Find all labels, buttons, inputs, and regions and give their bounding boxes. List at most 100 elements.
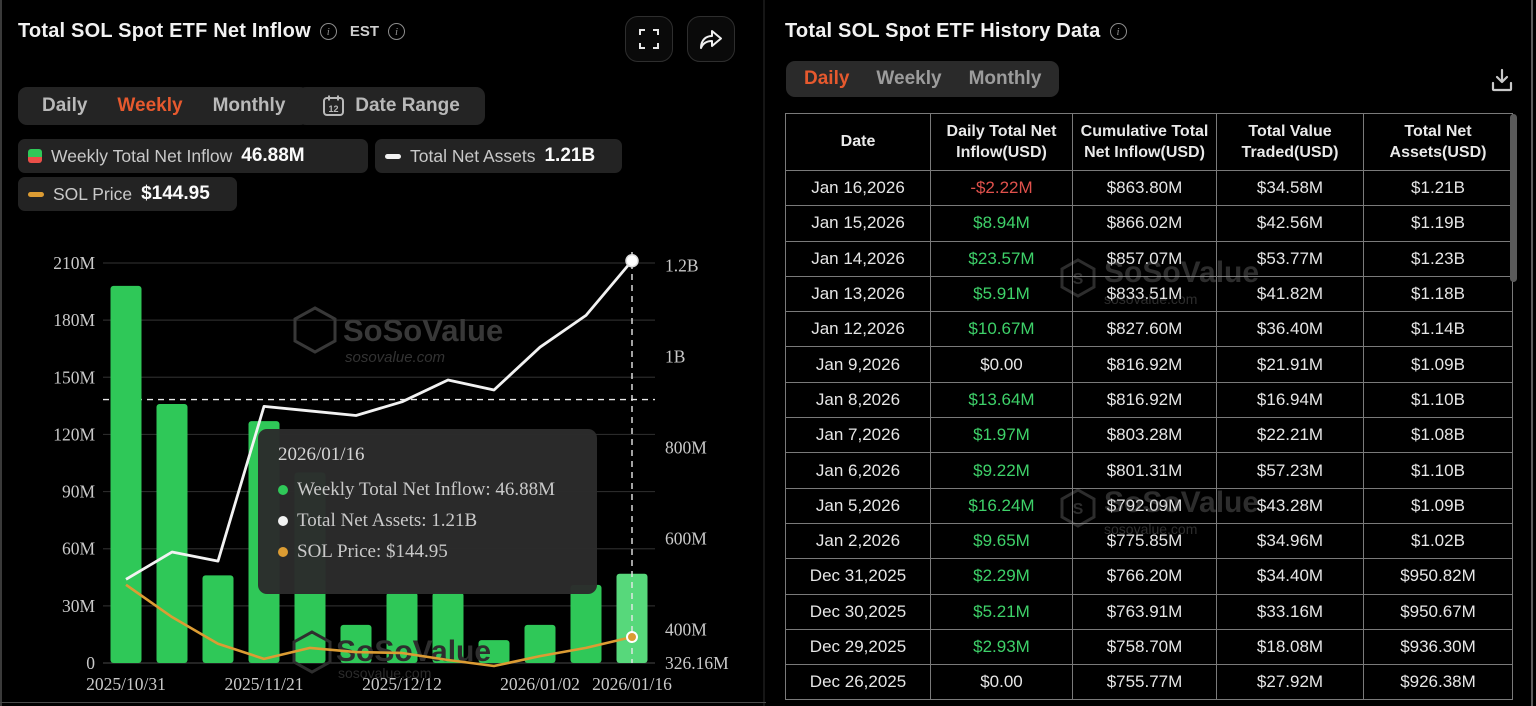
sosovalue-watermark-url: sosovalue.com: [345, 349, 445, 366]
date-cell: Jan 16,2026: [785, 169, 931, 207]
daily-inflow-cell: $23.57M: [930, 240, 1073, 277]
chart-period-tabs: Daily Weekly Monthly: [18, 87, 310, 125]
x-axis-tick: 2026/01/02: [500, 674, 580, 694]
left-axis-tick: 120M: [53, 424, 95, 444]
left-axis-tick: 0: [86, 653, 95, 673]
tooltip-rows: Weekly Total Net Inflow: 46.88M Total Net…: [278, 479, 577, 563]
legend-chip-sol-price[interactable]: SOL Price $144.95: [18, 177, 237, 211]
inflow-bar[interactable]: [202, 575, 234, 663]
date-cell: Jan 13,2026: [785, 275, 931, 313]
date-range-button[interactable]: 12 Date Range: [297, 87, 485, 125]
inflow-bar[interactable]: [156, 403, 188, 663]
cumulative-inflow-cell: $792.09M: [1072, 487, 1217, 524]
inflow-bar[interactable]: [570, 584, 602, 663]
tooltip-date: 2026/01/16: [278, 444, 365, 465]
sosovalue-logo-icon: [293, 306, 337, 354]
net-assets-cell: $950.82M: [1363, 558, 1513, 595]
tab-daily[interactable]: Daily: [42, 95, 88, 116]
daily-inflow-cell: $13.64M: [930, 381, 1073, 419]
net-assets-cell: $950.67M: [1363, 593, 1513, 630]
right-axis-tick: 1B: [665, 346, 685, 366]
value-traded-cell: $16.94M: [1216, 381, 1364, 419]
value-traded-cell: $34.40M: [1216, 558, 1364, 595]
value-traded-cell: $22.21M: [1216, 417, 1364, 454]
net-assets-line[interactable]: [125, 259, 634, 581]
left-axis-tick: 90M: [62, 482, 96, 502]
history-table-header: Date Daily Total Net Inflow(USD) Cumulativ…: [785, 113, 1513, 171]
date-cell: Jan 8,2026: [785, 381, 931, 419]
net-assets-cell: $926.38M: [1363, 664, 1513, 701]
table-row: Jan 14,2026 $23.57M $857.07M $53.77M $1.23B: [785, 240, 1513, 277]
history-data-panel: Total SOL Spot ETF History Data i Daily …: [768, 0, 1536, 706]
history-tab-weekly[interactable]: Weekly: [876, 68, 942, 89]
table-scrollbar[interactable]: [1510, 114, 1517, 282]
chart-info-icon[interactable]: i: [319, 23, 337, 40]
history-table-body: Jan 16,2026 -$2.22M $863.80M $34.58M $1.21B J…: [785, 169, 1513, 701]
legend-chip-net-assets[interactable]: Total Net Assets 1.21B: [375, 139, 622, 173]
net-assets-cell: $1.14B: [1363, 311, 1513, 348]
daily-inflow-cell: $5.91M: [930, 275, 1073, 313]
cumulative-inflow-cell: $827.60M: [1072, 311, 1217, 348]
cumulative-inflow-cell: $763.91M: [1072, 593, 1217, 630]
net-inflow-combo-chart[interactable]: 210M 180M 150M 120M 90M 60M 30M 0 1.2B 1B 800M 600M…: [0, 0, 763, 706]
value-traded-cell: $53.77M: [1216, 240, 1364, 277]
daily-inflow-cell: $5.21M: [930, 593, 1073, 630]
left-axis-tick: 180M: [53, 310, 95, 330]
page-right-border: [1531, 0, 1533, 706]
legend-chip-weekly-inflow[interactable]: Weekly Total Net Inflow 46.88M: [18, 139, 368, 173]
net-assets-marker[interactable]: [625, 253, 639, 268]
daily-inflow-cell: $16.24M: [930, 487, 1073, 524]
tab-weekly[interactable]: Weekly: [117, 95, 183, 116]
value-traded-cell: $27.92M: [1216, 664, 1364, 701]
history-panel-title: Total SOL Spot ETF History Data: [785, 20, 1101, 42]
table-row: Dec 31,2025 $2.29M $766.20M $34.40M $950.82M: [785, 558, 1513, 595]
tooltip-series-dot: [278, 516, 288, 526]
table-row: Jan 2,2026 $9.65M $775.85M $34.96M $1.02B: [785, 522, 1513, 560]
cumulative-inflow-cell: $816.92M: [1072, 346, 1217, 383]
net-assets-cell: $1.10B: [1363, 381, 1513, 419]
date-range-label: Date Range: [355, 95, 460, 116]
inflow-bar[interactable]: [432, 592, 464, 663]
x-axis-tick: 2025/10/31: [86, 674, 166, 694]
right-axis-tick: 400M: [665, 619, 707, 639]
calendar-icon: 12: [323, 95, 345, 116]
tab-monthly[interactable]: Monthly: [212, 95, 286, 116]
inflow-bar[interactable]: [478, 640, 510, 663]
left-axis-tick: 60M: [62, 539, 96, 559]
table-row: Jan 16,2026 -$2.22M $863.80M $34.58M $1.21B: [785, 169, 1513, 207]
daily-inflow-cell: $2.29M: [930, 558, 1073, 595]
value-traded-cell: $41.82M: [1216, 275, 1364, 313]
inflow-bar[interactable]: [110, 285, 142, 663]
date-cell: Jan 12,2026: [785, 311, 931, 348]
timezone-label: EST: [349, 23, 380, 40]
history-tab-monthly[interactable]: Monthly: [968, 68, 1042, 89]
date-cell: Dec 26,2025: [785, 664, 931, 701]
cumulative-inflow-cell: $863.80M: [1072, 169, 1217, 207]
history-info-icon[interactable]: i: [1109, 23, 1127, 40]
history-tab-daily[interactable]: Daily: [804, 68, 850, 89]
download-button[interactable]: [1486, 64, 1518, 96]
table-row: Jan 13,2026 $5.91M $833.51M $41.82M $1.18B: [785, 275, 1513, 313]
column-header: Total Value Traded(USD): [1216, 113, 1364, 171]
timezone-info-icon[interactable]: i: [388, 23, 406, 40]
legend-label: SOL Price: [53, 183, 133, 204]
chart-title-row: Total SOL Spot ETF Net Inflow i EST i: [18, 20, 406, 43]
fullscreen-icon: [639, 29, 659, 49]
download-icon: [1491, 68, 1513, 91]
daily-inflow-cell: $9.65M: [930, 522, 1073, 560]
cumulative-inflow-cell: $833.51M: [1072, 275, 1217, 313]
daily-inflow-cell: $1.97M: [930, 417, 1073, 454]
table-row: Jan 9,2026 $0.00 $816.92M $21.91M $1.09B: [785, 346, 1513, 383]
sol-price-marker[interactable]: [626, 630, 638, 643]
cumulative-inflow-cell: $758.70M: [1072, 628, 1217, 666]
fullscreen-button[interactable]: [625, 16, 673, 62]
value-traded-cell: $18.08M: [1216, 628, 1364, 666]
inflow-bar[interactable]: [386, 592, 418, 663]
share-button[interactable]: [687, 16, 735, 62]
sosovalue-watermark: SoSoValue: [343, 313, 503, 348]
sol-price-line[interactable]: [125, 583, 633, 668]
share-icon: [700, 30, 722, 49]
cumulative-inflow-cell: $816.92M: [1072, 381, 1217, 419]
table-row: Jan 8,2026 $13.64M $816.92M $16.94M $1.10B: [785, 381, 1513, 419]
net-assets-cell: $1.23B: [1363, 240, 1513, 277]
